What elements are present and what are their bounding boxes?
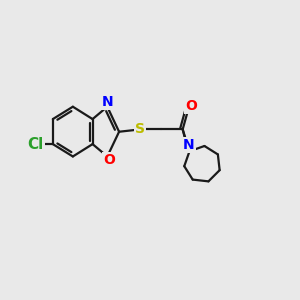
Text: O: O: [103, 153, 115, 167]
Text: N: N: [183, 138, 195, 152]
Text: O: O: [186, 99, 197, 113]
Text: S: S: [135, 122, 145, 136]
Text: Cl: Cl: [28, 136, 44, 152]
Text: N: N: [102, 95, 114, 109]
